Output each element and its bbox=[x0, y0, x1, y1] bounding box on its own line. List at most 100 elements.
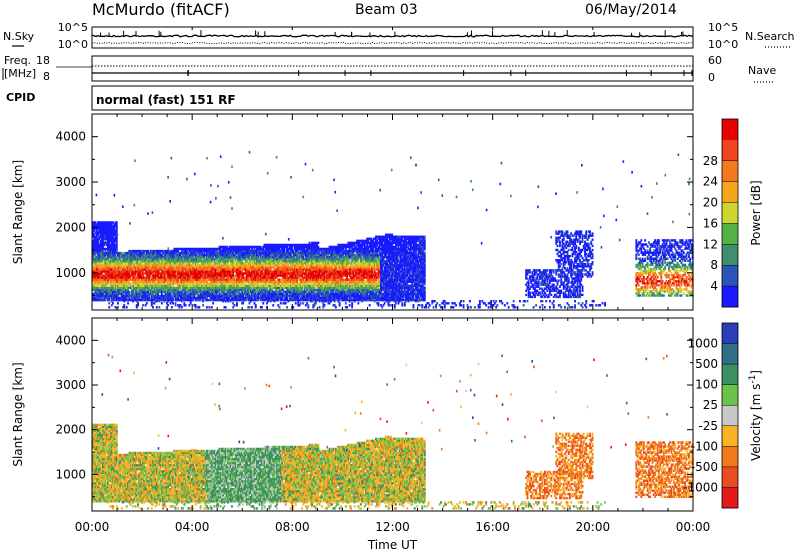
power-panel-cell bbox=[159, 262, 162, 265]
power-panel-cell bbox=[184, 292, 187, 296]
power-panel-cell bbox=[200, 272, 203, 275]
power-panel-cell bbox=[139, 294, 142, 298]
power-panel-cell bbox=[160, 268, 163, 271]
power-panel-cell bbox=[200, 260, 203, 263]
power-panel-cell bbox=[148, 284, 151, 287]
power-panel-cell bbox=[92, 274, 94, 277]
power-panel-cell bbox=[150, 278, 153, 281]
power-panel-cell bbox=[122, 254, 124, 257]
power-panel-cell bbox=[139, 249, 142, 253]
power-panel-cell bbox=[172, 290, 174, 294]
power-panel-cell bbox=[140, 292, 143, 296]
power-panel-cell bbox=[179, 298, 182, 302]
power-panel-cell bbox=[99, 278, 102, 281]
power-panel-cell bbox=[114, 294, 117, 298]
power-panel-cell bbox=[117, 272, 119, 275]
power-panel-cell bbox=[175, 256, 178, 259]
power-panel-cell bbox=[130, 249, 133, 253]
power-panel-cell bbox=[210, 282, 213, 285]
power-panel-cell bbox=[180, 286, 183, 289]
power-panel-cell bbox=[110, 258, 113, 261]
power-panel-cell bbox=[115, 233, 118, 236]
power-panel-cell bbox=[154, 280, 157, 283]
power-panel-cell bbox=[125, 251, 128, 255]
power-panel-cell bbox=[150, 256, 153, 259]
power-panel-cell bbox=[100, 254, 103, 257]
power-panel-cell bbox=[129, 258, 132, 261]
power-panel-cell bbox=[102, 233, 104, 236]
power-panel-cell bbox=[202, 268, 205, 271]
power-panel-cell bbox=[173, 260, 176, 263]
power-panel-cell bbox=[163, 296, 166, 300]
power-panel-cell bbox=[112, 247, 114, 251]
power-panel-cell bbox=[209, 262, 212, 265]
power-panel-cell bbox=[193, 274, 196, 277]
power-panel-cell bbox=[204, 290, 207, 294]
power-panel-cell bbox=[172, 284, 174, 287]
power-panel-cell bbox=[159, 282, 162, 285]
power-panel-cell bbox=[187, 254, 190, 257]
power-panel-cell bbox=[155, 266, 158, 269]
power-panel-cell bbox=[164, 270, 167, 273]
power-panel-cell bbox=[175, 268, 178, 271]
power-panel-cell bbox=[212, 264, 215, 267]
power-panel-cell bbox=[92, 247, 94, 251]
power-panel-cell bbox=[123, 284, 126, 287]
power-panel-cell bbox=[182, 256, 184, 259]
power-panel-cell bbox=[149, 249, 152, 253]
power-panel-cell bbox=[109, 286, 112, 289]
power-panel-cell bbox=[103, 284, 106, 287]
power-panel-cell bbox=[163, 270, 166, 273]
power-panel-cell bbox=[188, 294, 191, 298]
power-panel-cell bbox=[112, 241, 114, 245]
power-panel-cell bbox=[213, 264, 216, 267]
power-panel-cell bbox=[95, 270, 98, 273]
power-panel-cell bbox=[204, 276, 207, 279]
power-panel-cell bbox=[158, 266, 161, 269]
power-panel-cell bbox=[160, 296, 163, 300]
power-panel-cell bbox=[92, 294, 94, 298]
power-panel-cell bbox=[109, 237, 112, 240]
power-panel-cell bbox=[175, 278, 178, 281]
power-panel-cell bbox=[177, 290, 179, 294]
power-panel-cell bbox=[197, 276, 200, 279]
power-panel-cell bbox=[207, 256, 210, 259]
power-panel-cell bbox=[95, 247, 98, 251]
power-panel-cell bbox=[177, 247, 179, 251]
power-panel-cell bbox=[142, 284, 144, 287]
power-panel-cell bbox=[147, 288, 149, 292]
power-panel-cell bbox=[129, 249, 132, 253]
power-panel-cell bbox=[200, 249, 203, 253]
power-panel-cell bbox=[203, 290, 206, 294]
power-panel-cell bbox=[210, 298, 213, 302]
power-panel-cell bbox=[210, 290, 213, 294]
power-panel-cell bbox=[193, 272, 196, 275]
power-panel-cell bbox=[160, 286, 163, 289]
power-panel-cell bbox=[157, 296, 159, 300]
power-panel-cell bbox=[195, 276, 198, 279]
power-panel-cell bbox=[139, 280, 142, 283]
power-panel-cell bbox=[168, 258, 171, 261]
power-panel-cell bbox=[102, 266, 104, 269]
power-panel-cell bbox=[185, 278, 188, 281]
power-panel-cell bbox=[205, 280, 208, 283]
power-panel-cell bbox=[102, 231, 104, 234]
power-panel-cell bbox=[205, 256, 208, 259]
power-panel-cell bbox=[150, 272, 153, 275]
power-panel-cell bbox=[160, 249, 163, 253]
power-panel-cell bbox=[113, 278, 116, 281]
power-panel-cell bbox=[119, 288, 122, 292]
power-panel-cell bbox=[189, 247, 192, 251]
power-panel-cell bbox=[112, 260, 114, 263]
power-panel-cell bbox=[112, 272, 114, 275]
power-panel-cell bbox=[147, 268, 149, 271]
power-panel-cell bbox=[164, 264, 167, 267]
power-panel-cell bbox=[94, 235, 97, 238]
power-panel-cell bbox=[134, 278, 137, 281]
power-panel-cell bbox=[212, 276, 215, 279]
power-panel-cell bbox=[175, 292, 178, 296]
power-panel-cell bbox=[108, 292, 111, 296]
power-panel-cell bbox=[153, 268, 156, 271]
power-panel-cell bbox=[178, 270, 181, 273]
power-panel-cell bbox=[103, 270, 106, 273]
